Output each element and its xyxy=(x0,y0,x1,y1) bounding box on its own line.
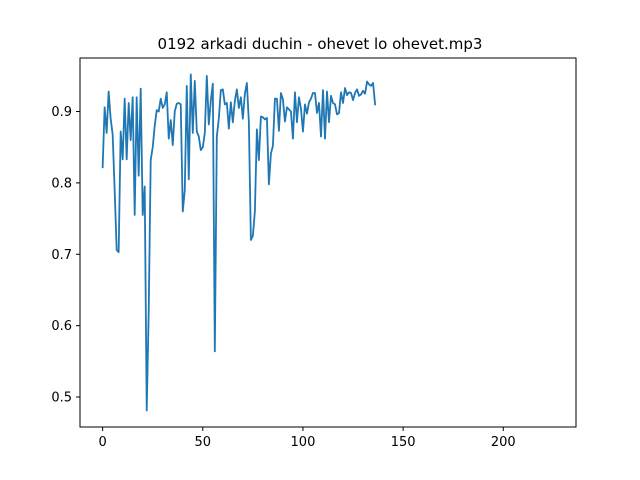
series-line xyxy=(101,73,377,412)
y-tick-label: 0.7 xyxy=(51,248,72,263)
y-tick-label: 0.6 xyxy=(51,319,72,334)
x-tick-label: 50 xyxy=(195,435,212,450)
x-tick-label: 100 xyxy=(291,435,316,450)
x-tick-label: 200 xyxy=(491,435,516,450)
y-tick-label: 0.5 xyxy=(51,391,72,406)
x-tick-label: 0 xyxy=(98,435,106,450)
y-tick-label: 0.8 xyxy=(51,176,72,191)
plot-area: 0 50 100 150 200 0.5 0.6 0.7 0.8 0.9 xyxy=(51,57,577,450)
axes-frame xyxy=(79,57,577,428)
x-tick-label: 150 xyxy=(391,435,416,450)
chart-title: 0192 arkadi duchin - ohevet lo ohevet.mp… xyxy=(158,35,483,53)
y-tick-label: 0.9 xyxy=(51,105,72,120)
